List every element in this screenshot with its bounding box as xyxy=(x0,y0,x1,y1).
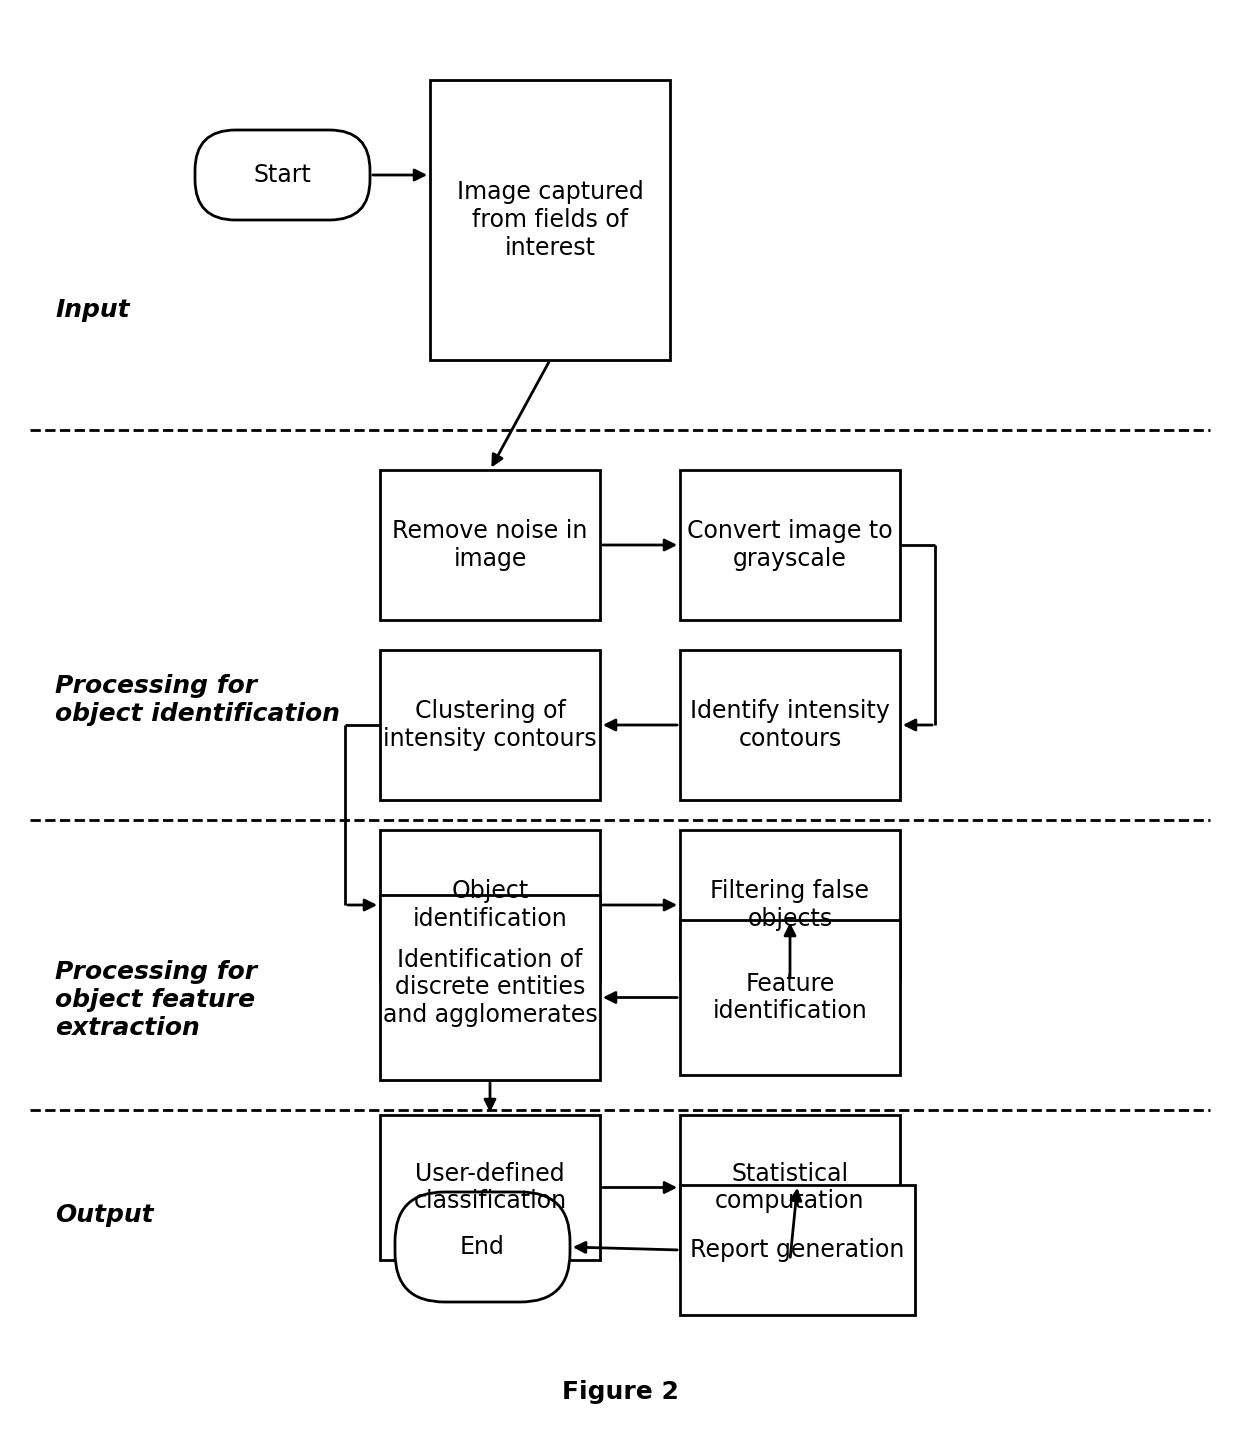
Text: Remove noise in
image: Remove noise in image xyxy=(392,520,588,571)
Text: Start: Start xyxy=(253,163,311,187)
Bar xyxy=(379,470,600,620)
FancyBboxPatch shape xyxy=(195,131,370,221)
Text: Figure 2: Figure 2 xyxy=(562,1379,678,1404)
Text: Output: Output xyxy=(55,1204,154,1227)
Text: Processing for
object feature
extraction: Processing for object feature extraction xyxy=(55,960,257,1040)
Text: Object
identification: Object identification xyxy=(413,878,568,931)
Text: Convert image to
grayscale: Convert image to grayscale xyxy=(687,520,893,571)
Text: Input: Input xyxy=(55,298,130,322)
Bar xyxy=(430,80,670,360)
Bar xyxy=(680,921,900,1074)
Text: Identify intensity
contours: Identify intensity contours xyxy=(691,698,890,751)
Text: Statistical
computation: Statistical computation xyxy=(715,1162,864,1214)
Bar xyxy=(379,650,600,800)
Text: Identification of
discrete entities
and agglomerates: Identification of discrete entities and … xyxy=(383,948,598,1028)
Text: Processing for
object identification: Processing for object identification xyxy=(55,674,340,726)
Text: Image captured
from fields of
interest: Image captured from fields of interest xyxy=(456,180,644,260)
Text: Clustering of
intensity contours: Clustering of intensity contours xyxy=(383,698,596,751)
Bar xyxy=(680,650,900,800)
Bar xyxy=(379,1115,600,1260)
Text: Report generation: Report generation xyxy=(691,1239,905,1262)
Bar xyxy=(379,894,600,1080)
Bar xyxy=(379,831,600,980)
Text: User-defined
classification: User-defined classification xyxy=(413,1162,567,1214)
Bar xyxy=(680,470,900,620)
FancyBboxPatch shape xyxy=(396,1192,570,1302)
Bar xyxy=(680,831,900,980)
Text: End: End xyxy=(460,1236,505,1259)
Bar xyxy=(680,1185,915,1316)
Text: Feature
identification: Feature identification xyxy=(713,971,867,1024)
Bar xyxy=(680,1115,900,1260)
Text: Filtering false
objects: Filtering false objects xyxy=(711,878,869,931)
